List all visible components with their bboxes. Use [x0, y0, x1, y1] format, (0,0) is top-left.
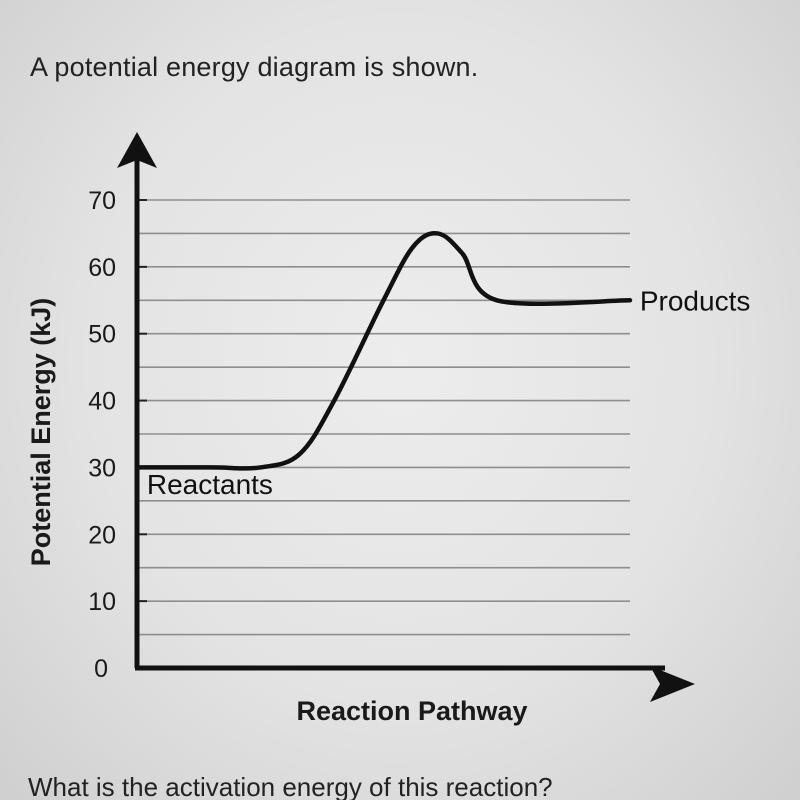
- y-tick-label: 70: [88, 187, 116, 215]
- y-tick-label: 40: [88, 388, 116, 416]
- y-tick-label: 30: [88, 454, 116, 482]
- question-followup: What is the activation energy of this re…: [28, 772, 553, 800]
- y-tick-label: 10: [88, 588, 116, 616]
- x-axis-title: Reaction Pathway: [296, 696, 527, 726]
- y-tick-label: 50: [88, 321, 116, 349]
- question-prompt: A potential energy diagram is shown.: [30, 52, 479, 82]
- y-axis-arrowhead: [117, 132, 157, 168]
- y-tick-label: 60: [88, 254, 116, 282]
- energy-curve: [134, 230, 633, 471]
- x-axis-arrowhead: [650, 666, 695, 702]
- y-axis-title: Potential Energy (kJ): [26, 298, 56, 567]
- y-tick-label: 0: [94, 655, 108, 683]
- annotation-reactants: Reactants: [147, 469, 273, 500]
- y-tick-label: 20: [88, 521, 116, 549]
- annotation-labels: Reactants Products: [147, 285, 751, 500]
- axes: [117, 132, 695, 702]
- gridlines: [137, 199, 630, 636]
- energy-curve-group: [134, 230, 633, 471]
- annotation-products: Products: [640, 285, 751, 316]
